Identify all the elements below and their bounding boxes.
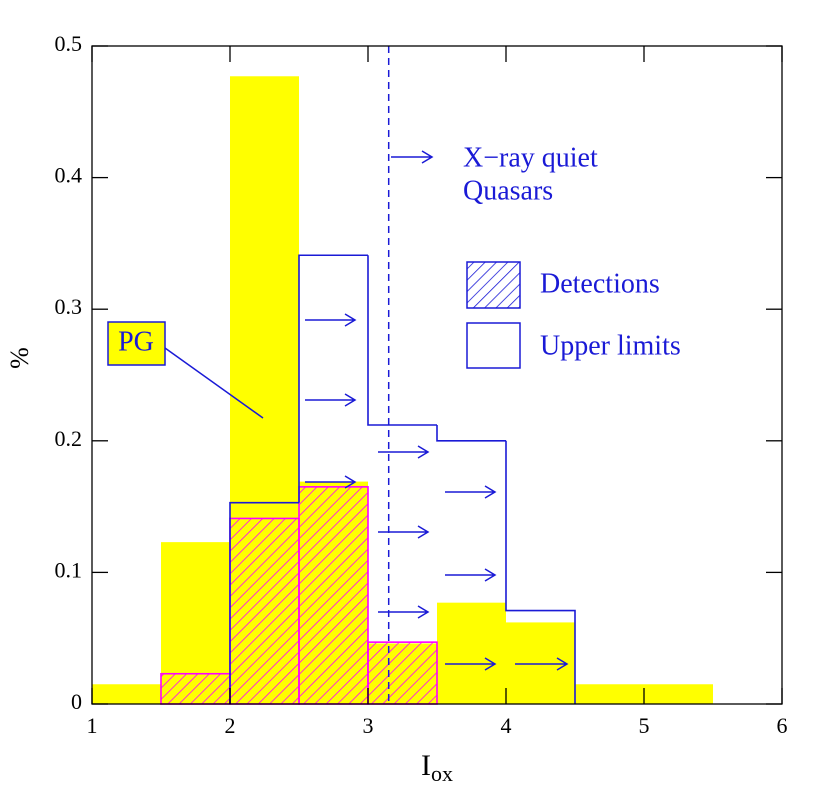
legend-swatch bbox=[466, 261, 521, 309]
legend-label: Upper limits bbox=[540, 330, 681, 361]
pg-label: PG bbox=[118, 326, 154, 357]
y-tick-label: 0.4 bbox=[55, 163, 83, 188]
x-axis-label-sub: ox bbox=[431, 761, 453, 786]
pg-bin bbox=[506, 622, 575, 704]
x-axis-label: Iox bbox=[421, 749, 453, 786]
upper-limit-bin bbox=[436, 425, 506, 442]
annotation: Quasars bbox=[463, 175, 553, 206]
pg-label-box bbox=[107, 321, 166, 366]
detection-bin bbox=[229, 517, 300, 705]
pg-bin bbox=[575, 684, 644, 704]
pg-bin bbox=[644, 684, 713, 704]
limit-arrows bbox=[305, 150, 569, 671]
x-tick-label: 5 bbox=[639, 713, 650, 738]
x-tick-label: 6 bbox=[777, 713, 788, 738]
detection-bin bbox=[160, 672, 231, 705]
x-tick-label: 2 bbox=[225, 713, 236, 738]
upper-limit-bin bbox=[229, 501, 299, 704]
y-axis-label: % bbox=[5, 347, 34, 369]
plot-frame bbox=[91, 45, 783, 705]
pg-bin bbox=[437, 602, 506, 704]
upper-limit-bin bbox=[505, 440, 576, 704]
upper-limit-bin bbox=[298, 254, 368, 503]
y-tick-label: 0.1 bbox=[55, 557, 83, 582]
pg-pointer bbox=[164, 347, 264, 419]
x-tick-label: 4 bbox=[501, 713, 512, 738]
y-tick-label: 0.3 bbox=[55, 294, 83, 319]
y-tick-label: 0.5 bbox=[55, 31, 83, 56]
x-tick-label: 3 bbox=[363, 713, 374, 738]
detection-bin bbox=[367, 641, 438, 705]
y-tick-label: 0 bbox=[71, 689, 82, 714]
upper-limit-bin bbox=[367, 255, 437, 426]
x-tick-label: 1 bbox=[87, 713, 98, 738]
y-tick-label: 0.2 bbox=[55, 426, 83, 451]
annotation: X−ray quiet bbox=[463, 142, 598, 173]
legend-swatch bbox=[466, 322, 521, 369]
x-axis-label-main: I bbox=[421, 749, 431, 782]
pg-bin bbox=[92, 684, 161, 704]
legend-label: Detections bbox=[540, 268, 660, 299]
detection-bin bbox=[298, 486, 369, 705]
